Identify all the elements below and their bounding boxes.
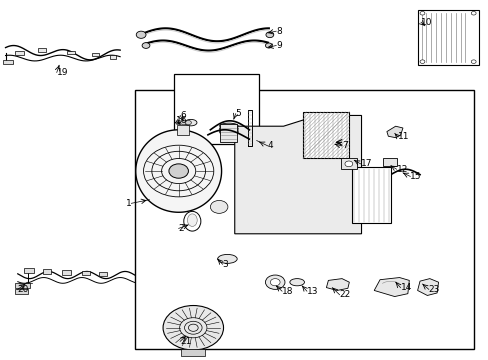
Ellipse shape	[219, 123, 238, 129]
Ellipse shape	[184, 120, 197, 126]
Bar	[99, 272, 107, 276]
Polygon shape	[373, 278, 408, 297]
Text: 16: 16	[176, 116, 187, 125]
Bar	[177, 125, 189, 135]
Bar	[383, 158, 396, 166]
Text: 2: 2	[178, 224, 184, 233]
Bar	[173, 74, 259, 144]
Circle shape	[142, 42, 150, 48]
Circle shape	[419, 60, 424, 63]
Circle shape	[265, 275, 285, 289]
Bar	[15, 289, 27, 294]
Polygon shape	[386, 126, 402, 138]
Text: 4: 4	[267, 141, 273, 150]
Polygon shape	[234, 116, 361, 234]
Text: 7: 7	[341, 141, 347, 150]
Ellipse shape	[289, 279, 304, 286]
Text: 10: 10	[420, 18, 431, 27]
Text: 12: 12	[396, 165, 407, 174]
Polygon shape	[326, 279, 348, 291]
Text: 17: 17	[360, 159, 371, 168]
Bar	[181, 349, 205, 356]
Ellipse shape	[183, 211, 201, 231]
Circle shape	[344, 161, 352, 167]
Bar	[38, 48, 46, 52]
Circle shape	[175, 121, 181, 125]
Text: 8: 8	[276, 27, 282, 36]
Circle shape	[210, 201, 227, 213]
Text: 9: 9	[276, 41, 282, 50]
Bar	[340, 158, 356, 169]
Circle shape	[265, 32, 273, 38]
Text: 3: 3	[222, 260, 228, 269]
Text: 6: 6	[180, 111, 185, 120]
Circle shape	[185, 121, 191, 125]
Text: 21: 21	[180, 337, 191, 346]
Text: 15: 15	[409, 172, 421, 181]
Ellipse shape	[219, 125, 238, 133]
Text: 22: 22	[339, 290, 350, 299]
Circle shape	[136, 31, 146, 39]
Circle shape	[180, 121, 186, 125]
Bar	[15, 50, 23, 55]
Ellipse shape	[219, 127, 238, 136]
Bar	[82, 271, 90, 275]
Text: 13: 13	[306, 287, 318, 296]
Bar	[62, 270, 71, 275]
Bar	[109, 55, 116, 59]
Polygon shape	[136, 130, 221, 212]
Circle shape	[163, 306, 223, 350]
Circle shape	[270, 279, 280, 286]
Bar	[220, 125, 237, 142]
Circle shape	[168, 164, 188, 178]
Circle shape	[419, 12, 424, 15]
Text: 20: 20	[18, 285, 29, 294]
Bar	[3, 60, 13, 64]
Polygon shape	[417, 279, 438, 296]
Bar	[351, 167, 390, 223]
Bar	[135, 90, 473, 348]
Bar	[67, 51, 75, 54]
Text: 23: 23	[428, 285, 439, 294]
Bar	[15, 283, 30, 288]
Text: 5: 5	[235, 109, 241, 118]
Circle shape	[470, 60, 475, 63]
Ellipse shape	[187, 214, 197, 226]
Circle shape	[265, 43, 272, 48]
Text: 11: 11	[397, 132, 409, 141]
Bar	[417, 10, 478, 65]
Text: 19: 19	[57, 68, 68, 77]
Text: 14: 14	[400, 283, 411, 292]
Bar	[92, 53, 99, 56]
Bar	[303, 112, 348, 158]
Bar	[24, 268, 34, 273]
Text: 18: 18	[282, 287, 293, 296]
Bar	[42, 269, 51, 274]
Circle shape	[470, 12, 475, 15]
Text: 1: 1	[125, 199, 131, 208]
Ellipse shape	[217, 255, 237, 264]
